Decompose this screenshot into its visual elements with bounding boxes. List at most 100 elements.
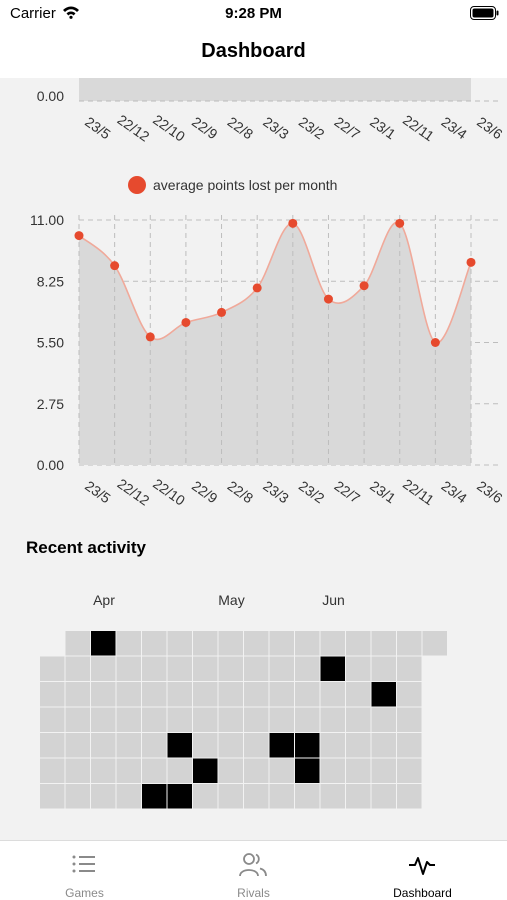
activity-cell <box>295 682 320 707</box>
activity-cell <box>218 758 243 783</box>
activity-cell <box>65 707 90 732</box>
activity-cell <box>193 631 218 656</box>
wifi-icon <box>63 6 79 19</box>
activity-cell <box>244 707 269 732</box>
activity-cell <box>116 707 141 732</box>
activity-cell <box>218 784 243 809</box>
activity-cell <box>116 733 141 758</box>
x-tick-label: 22/7 <box>332 114 364 143</box>
y-tick-label: 5.50 <box>37 335 64 351</box>
x-tick-label: 22/10 <box>150 475 188 508</box>
x-tick-label: 22/11 <box>400 476 437 509</box>
activity-cell <box>371 682 396 707</box>
activity-cell <box>269 733 294 758</box>
x-tick-label: 23/2 <box>296 478 328 507</box>
chart-area <box>79 78 471 101</box>
activity-cell <box>91 656 116 681</box>
data-point <box>395 218 405 228</box>
x-tick-label: 23/4 <box>438 114 470 143</box>
activity-cell <box>167 784 192 809</box>
status-bar: Carrier 9:28 PM <box>0 0 507 28</box>
activity-cell <box>218 707 243 732</box>
activity-cell <box>193 707 218 732</box>
page-title: Dashboard <box>201 40 306 62</box>
activity-cell <box>269 784 294 809</box>
battery-icon <box>470 6 499 20</box>
list-icon <box>72 855 95 873</box>
activity-cell <box>371 784 396 809</box>
activity-cell <box>397 631 422 656</box>
tab-rivals[interactable]: Rivals <box>169 841 338 900</box>
activity-cell <box>91 631 116 656</box>
tab-bar: Games Rivals Dashboard <box>0 840 507 900</box>
data-point <box>323 294 333 304</box>
y-tick-label: 11.00 <box>30 212 64 228</box>
activity-cell <box>397 707 422 732</box>
activity-cell <box>244 733 269 758</box>
activity-cell <box>295 758 320 783</box>
dashboard-scroll-view[interactable]: 0.00 23/5 22/12 22/10 22/9 22/8 23/3 23/2 22/7 23… <box>0 78 507 840</box>
activity-cell <box>346 758 371 783</box>
activity-cell <box>193 733 218 758</box>
x-tick-label: 23/3 <box>260 114 292 143</box>
y-tick-label: 2.75 <box>37 396 64 412</box>
activity-cell <box>193 682 218 707</box>
activity-cell <box>295 784 320 809</box>
activity-cell <box>397 784 422 809</box>
activity-cell <box>218 682 243 707</box>
activity-cell <box>142 656 167 681</box>
data-point <box>252 283 262 293</box>
activity-cell <box>346 733 371 758</box>
data-point <box>288 218 298 228</box>
x-tick-label: 23/6 <box>474 478 506 507</box>
x-tick-label: 22/8 <box>225 114 257 143</box>
activity-cell <box>295 631 320 656</box>
data-point <box>74 231 84 241</box>
activity-cell <box>65 784 90 809</box>
activity-cell <box>371 707 396 732</box>
activity-cell <box>397 656 422 681</box>
status-time: 9:28 PM <box>225 5 282 22</box>
activity-cell <box>116 784 141 809</box>
recent-activity-title: Recent activity <box>26 538 146 557</box>
activity-cell <box>40 784 65 809</box>
activity-cell <box>65 656 90 681</box>
activity-cell <box>397 733 422 758</box>
legend-marker <box>128 176 146 194</box>
y-tick-label: 0.00 <box>37 88 64 104</box>
activity-cell <box>167 682 192 707</box>
data-point <box>145 332 155 342</box>
activity-cell <box>91 682 116 707</box>
x-tick-label: 23/2 <box>296 114 328 143</box>
activity-cell <box>193 656 218 681</box>
activity-cell <box>65 682 90 707</box>
activity-cell <box>40 733 65 758</box>
tab-games[interactable]: Games <box>0 841 169 900</box>
activity-cell <box>65 733 90 758</box>
activity-cell <box>167 631 192 656</box>
data-point <box>181 317 191 327</box>
chart-area-fill <box>79 222 471 465</box>
activity-cell <box>142 733 167 758</box>
x-tick-label: 23/5 <box>82 478 114 507</box>
activity-cell <box>167 707 192 732</box>
legend-label: average points lost per month <box>153 177 337 193</box>
activity-cell <box>371 631 396 656</box>
x-tick-label: 23/5 <box>82 114 114 143</box>
x-tick-label: 23/6 <box>474 114 506 143</box>
activity-cell <box>91 707 116 732</box>
activity-cell <box>295 707 320 732</box>
activity-cell <box>244 758 269 783</box>
activity-cell <box>40 682 65 707</box>
activity-cell <box>269 631 294 656</box>
x-tick-label: 22/11 <box>400 112 437 145</box>
activity-cell <box>40 758 65 783</box>
y-tick-label: 8.25 <box>37 273 64 289</box>
tab-dashboard[interactable]: Dashboard <box>338 841 507 900</box>
activity-heatmap: Apr May Jun <box>40 592 447 809</box>
activity-cell <box>346 784 371 809</box>
activity-cell <box>142 758 167 783</box>
carrier-label: Carrier <box>10 5 56 22</box>
people-icon <box>239 853 267 877</box>
activity-cell <box>91 758 116 783</box>
